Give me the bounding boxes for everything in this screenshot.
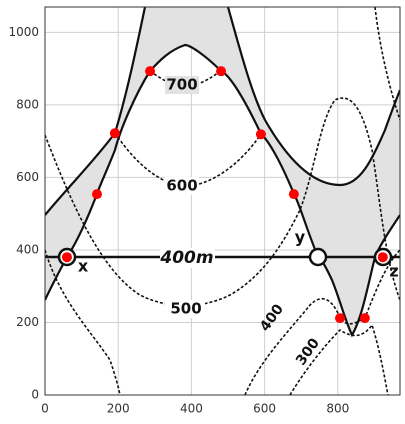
annotation: 600 (166, 177, 197, 195)
x-tick-label: 600 (253, 402, 276, 416)
point (359, 313, 370, 324)
contour-line (45, 97, 400, 307)
contour-line (289, 323, 389, 395)
label-bg (165, 300, 205, 318)
plot-frame (44, 6, 401, 396)
annotation: 700 (166, 76, 197, 94)
x-tick-label: 200 (107, 402, 130, 416)
point (377, 252, 388, 263)
y-tick-label: 200 (16, 315, 39, 329)
label-bg (160, 248, 215, 268)
point (288, 189, 299, 200)
point (61, 252, 72, 263)
annotation: y (295, 228, 306, 247)
point (216, 66, 227, 77)
points (61, 66, 388, 324)
y-tick-label: 400 (16, 242, 39, 256)
point (109, 128, 120, 139)
point (91, 189, 102, 200)
annotation: x (78, 257, 89, 276)
ticks: 0 200 400 600 800 0 200 400 600 800 1000 (8, 25, 349, 416)
station-marker (308, 247, 328, 267)
point (255, 129, 266, 140)
y-tick-label: 1000 (8, 25, 39, 39)
band (45, 7, 400, 335)
contour-line (374, 7, 400, 121)
y-tick-label: 800 (16, 97, 39, 111)
contour-line (226, 7, 400, 187)
point (145, 66, 156, 77)
contour-line (244, 249, 400, 395)
contour-line (149, 70, 222, 87)
label-bg (165, 76, 199, 94)
y-tick-label: 600 (16, 170, 39, 184)
annotation: 500 (170, 300, 201, 318)
y-tick-label: 0 (31, 388, 39, 402)
annotation: z (389, 262, 398, 281)
x-tick-label: 800 (326, 402, 349, 416)
label-bg (165, 177, 199, 195)
annotation: 400m (159, 248, 213, 268)
contour-line (45, 249, 121, 395)
x-tick-label: 0 (41, 402, 49, 416)
point (334, 313, 345, 324)
x-tick-label: 400 (180, 402, 203, 416)
